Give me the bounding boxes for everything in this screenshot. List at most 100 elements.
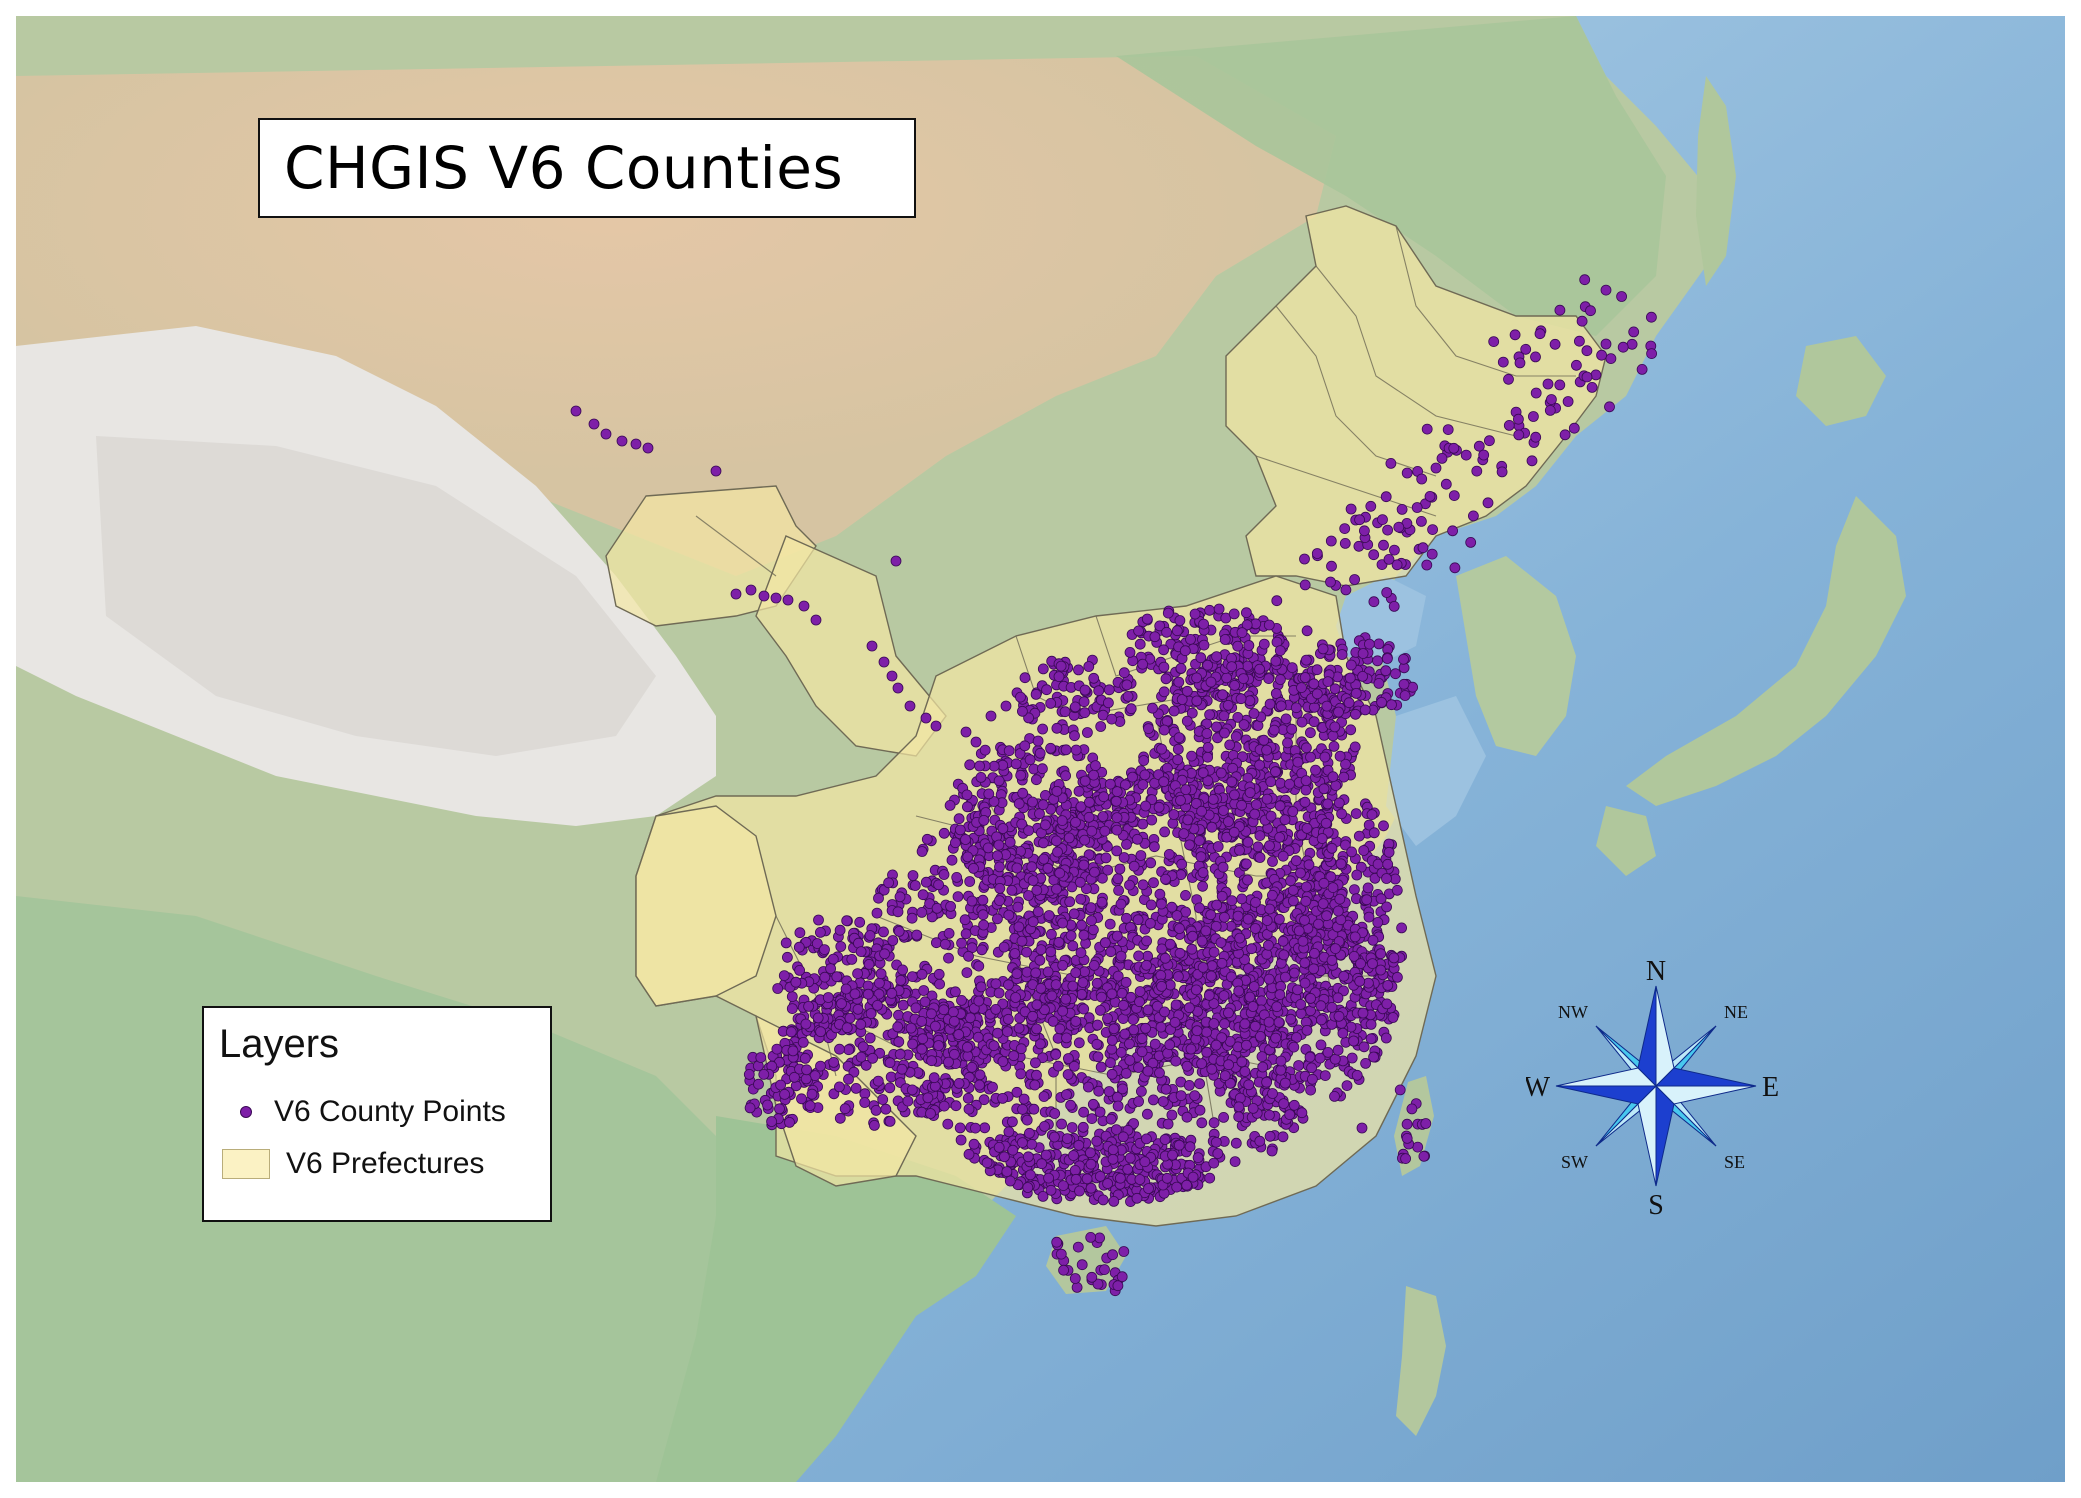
plateau-shading	[96, 436, 656, 756]
county-point	[886, 988, 898, 999]
county-point	[1258, 638, 1270, 650]
county-point	[1071, 1282, 1083, 1293]
county-point	[1241, 858, 1252, 870]
county-point	[1280, 971, 1291, 983]
county-point	[1057, 1005, 1069, 1017]
county-point	[1581, 345, 1593, 357]
county-point	[1357, 1007, 1369, 1019]
county-point	[962, 1041, 973, 1053]
county-point	[1111, 824, 1123, 836]
county-point	[1299, 672, 1311, 683]
county-point	[975, 772, 987, 783]
county-point	[959, 914, 971, 926]
county-point	[1238, 673, 1249, 684]
county-point	[878, 926, 889, 938]
county-point	[863, 959, 875, 970]
legend-item-county-points[interactable]: V6 County Points	[218, 1094, 506, 1130]
county-point	[1118, 1246, 1130, 1257]
county-point	[1085, 1182, 1097, 1194]
county-point	[1145, 918, 1156, 929]
county-point	[1028, 1103, 1040, 1115]
county-point	[1075, 947, 1087, 958]
county-point	[945, 901, 956, 912]
county-point	[1285, 1013, 1297, 1025]
county-point	[1316, 833, 1328, 844]
county-point	[1157, 1096, 1169, 1107]
county-point	[1003, 909, 1015, 921]
county-point	[1221, 672, 1232, 684]
county-point	[1037, 763, 1048, 775]
county-point	[1085, 1147, 1096, 1159]
county-point	[1013, 798, 1025, 809]
county-point	[1077, 1121, 1089, 1133]
county-point	[1143, 1183, 1154, 1194]
county-point	[1046, 990, 1058, 1002]
county-point	[1232, 712, 1244, 723]
county-point	[963, 950, 974, 962]
county-point	[1270, 688, 1282, 699]
county-point	[896, 1063, 908, 1075]
county-point	[1176, 858, 1188, 870]
county-point	[916, 968, 928, 980]
county-point	[1309, 948, 1320, 959]
legend-box: Layers V6 County Points V6 Prefectures	[202, 1006, 552, 1222]
county-point	[1135, 850, 1147, 861]
county-point	[904, 700, 916, 712]
county-point	[1247, 1103, 1259, 1114]
county-point	[1161, 626, 1172, 638]
county-point	[1239, 1066, 1251, 1077]
county-point	[1133, 625, 1144, 637]
county-point	[1386, 699, 1397, 711]
county-point	[774, 1103, 785, 1115]
county-point	[884, 1057, 896, 1069]
county-point	[1440, 478, 1452, 490]
county-point	[1139, 1156, 1151, 1168]
county-point	[1162, 1118, 1174, 1130]
county-point	[1211, 899, 1223, 911]
prefectures-gansu-corridor[interactable]	[755, 535, 947, 757]
county-point	[1315, 1000, 1327, 1012]
county-point	[1365, 500, 1377, 512]
county-point	[1319, 751, 1331, 763]
county-point	[1275, 700, 1287, 712]
county-point	[1208, 1018, 1220, 1029]
prefectures-sichuan-west[interactable]	[635, 805, 777, 1007]
county-point	[1365, 1019, 1377, 1030]
county-point	[1164, 1039, 1176, 1051]
county-point	[1174, 947, 1186, 959]
county-point	[1418, 1150, 1430, 1162]
county-point	[815, 927, 826, 938]
county-point	[785, 1026, 797, 1038]
county-point	[950, 986, 961, 998]
legend-item-prefectures[interactable]: V6 Prefectures	[218, 1146, 484, 1182]
county-point	[943, 928, 955, 939]
county-point	[1057, 1180, 1069, 1191]
county-point	[1143, 723, 1154, 734]
county-point	[1465, 537, 1477, 548]
county-point	[1377, 514, 1388, 526]
map-canvas[interactable]	[16, 16, 2065, 1482]
county-point	[1299, 977, 1311, 989]
county-point	[933, 1040, 944, 1051]
county-point	[1191, 695, 1203, 707]
county-point	[1078, 1003, 1090, 1015]
county-point	[1125, 703, 1137, 715]
county-point	[1236, 799, 1247, 811]
county-point	[865, 1008, 877, 1019]
county-point	[1041, 684, 1052, 696]
county-point	[895, 975, 907, 986]
county-point	[1178, 828, 1190, 839]
county-point	[920, 876, 932, 888]
county-point	[907, 870, 919, 881]
county-point	[1184, 1002, 1195, 1014]
map-frame[interactable]: CHGIS V6 Counties Layers V6 County Point…	[16, 16, 2065, 1482]
county-point	[988, 760, 1000, 772]
prefectures-northeast[interactable]	[1225, 205, 1607, 587]
county-point	[1197, 767, 1209, 779]
county-point	[1030, 689, 1042, 700]
county-point	[872, 1000, 883, 1011]
county-point	[1086, 1271, 1098, 1283]
county-point	[1173, 971, 1184, 982]
county-point	[1359, 704, 1371, 716]
county-point	[786, 1003, 798, 1014]
